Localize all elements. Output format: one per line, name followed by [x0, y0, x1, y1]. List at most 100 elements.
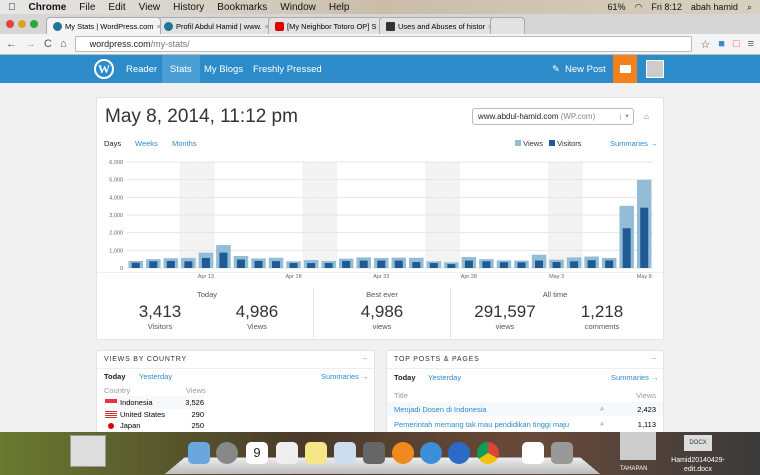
country-row[interactable]: United States 290 [104, 408, 204, 421]
country-row[interactable]: Indonesia 3,526 [104, 396, 204, 409]
finder-icon[interactable] [188, 442, 210, 464]
user-name[interactable]: abah hamid [690, 1, 738, 12]
country-summaries-link[interactable]: Summaries → [321, 372, 369, 381]
posts-tab-today[interactable]: Today [394, 373, 416, 382]
tab-profil[interactable]: Profil Abdul Hamid | www. × [157, 17, 272, 34]
collapse-icon[interactable]: – [362, 353, 367, 362]
calendar-icon[interactable]: 9 [246, 442, 268, 464]
safari-icon[interactable] [420, 442, 442, 464]
new-tab-button[interactable] [490, 17, 525, 34]
tab-history[interactable]: Uses and Abuses of histor× [379, 17, 494, 34]
menu-bookmarks[interactable]: Bookmarks [209, 1, 267, 13]
post-row[interactable]: Menjadi Dosen di Indonesia ⌕ 2,423 [387, 402, 663, 416]
home-icon[interactable]: ⌂ [59, 38, 67, 50]
tab-my-stats[interactable]: My Stats | WordPress.com × [46, 17, 161, 34]
chrome-icon[interactable] [477, 442, 499, 464]
menu-app[interactable]: Chrome [21, 1, 67, 13]
extension-icon-2[interactable]: □ [732, 38, 740, 50]
posts-tab-yesterday[interactable]: Yesterday [428, 373, 462, 382]
address-bar[interactable]: wordpress.com/my-stats/ [74, 36, 693, 52]
post-title-link[interactable]: Pemerintah memang tak mau pendidikan tin… [394, 420, 570, 429]
country-row[interactable]: Japan 250 [104, 419, 204, 432]
zoom-window-button[interactable] [30, 20, 38, 28]
desktop-file-thumbnail[interactable] [620, 432, 656, 460]
post-views: 2,423 [637, 405, 656, 414]
posts-summaries-link[interactable]: Summaries → [611, 373, 659, 382]
apple-icon[interactable]:  [8, 2, 16, 13]
desktop-file-label[interactable]: TAHAPAN [620, 466, 648, 472]
new-post-button[interactable]: ✎ New Post [552, 55, 606, 83]
views-chart: 0 1,000 2,000 3,000 4,000 5,000 6,000 Apr 13 Apr… [109, 160, 653, 280]
nav-stats[interactable]: Stats [162, 55, 200, 83]
menu-history[interactable]: History [165, 1, 204, 13]
battery-status[interactable]: 61% [607, 1, 626, 12]
visitors-bar [236, 259, 245, 268]
notes-icon[interactable] [305, 442, 327, 464]
reload-icon[interactable]: C [44, 38, 52, 50]
tab-totoro[interactable]: [My Neighbor Totoro OP] S× [268, 17, 383, 34]
desktop-file-label[interactable]: Hamid20140429-edit.docx [671, 457, 725, 473]
menu-icon[interactable]: ≡ [747, 38, 754, 50]
wordpress-logo-icon[interactable]: W [94, 55, 114, 83]
x-tick-label: Apr 18 [285, 274, 301, 280]
wifi-icon[interactable]: ◠ [634, 1, 643, 12]
summaries-link[interactable]: Summaries → [610, 139, 658, 148]
nav-my-blogs[interactable]: My Blogs [204, 63, 244, 75]
period-months[interactable]: Months [172, 139, 197, 148]
ibooks-icon[interactable] [392, 442, 414, 464]
nav-reader[interactable]: Reader [126, 63, 158, 75]
country-tab-yesterday[interactable]: Yesterday [139, 372, 173, 381]
notifications-button[interactable] [613, 55, 637, 83]
launchpad-icon[interactable] [216, 442, 238, 464]
period-days[interactable]: Days [104, 139, 122, 148]
y-tick-label: 2,000 [109, 231, 123, 237]
preview-icon[interactable] [334, 442, 356, 464]
country-tab-today[interactable]: Today [104, 372, 126, 381]
trash-icon[interactable] [551, 442, 573, 464]
visitors-bar [149, 261, 158, 268]
visitors-bar [131, 262, 140, 268]
avatar[interactable] [646, 55, 664, 83]
itunes-icon[interactable] [448, 442, 470, 464]
menu-edit[interactable]: Edit [100, 1, 125, 13]
post-row[interactable]: Pemerintah memang tak mau pendidikan tin… [387, 417, 663, 431]
spotlight-icon[interactable]: ⌕ [746, 1, 752, 12]
country-name: Japan [120, 421, 141, 430]
desktop-document-thumbnail[interactable] [70, 435, 106, 467]
url-host: wordpress.com [89, 39, 151, 49]
system-preferences-icon[interactable] [363, 442, 385, 464]
magnifier-icon[interactable]: ⌕ [600, 419, 605, 428]
forward-icon[interactable]: → [25, 38, 36, 50]
extension-icon[interactable]: ■ [718, 38, 725, 50]
docx-file-icon[interactable]: DOCX [684, 435, 712, 451]
clock[interactable]: Fri 8:12 [651, 1, 682, 12]
visitors-bar [570, 261, 579, 268]
menu-window[interactable]: Window [272, 1, 316, 13]
menu-view[interactable]: View [131, 1, 161, 13]
close-tab-icon[interactable]: × [156, 21, 161, 31]
tab-title: My Stats | WordPress.com [65, 21, 154, 31]
x-tick-label: May 8 [637, 274, 652, 280]
home-icon[interactable]: ⌂ [644, 112, 649, 121]
close-tab-icon[interactable]: × [264, 21, 270, 31]
post-title-link[interactable]: Menjadi Dosen di Indonesia [394, 405, 487, 414]
menu-help[interactable]: Help [321, 1, 350, 13]
visitors-bar [622, 228, 631, 268]
period-weeks[interactable]: Weeks [135, 139, 158, 148]
visitors-bar [289, 263, 298, 268]
acrobat-icon[interactable] [522, 442, 544, 464]
magnifier-icon[interactable]: ⌕ [600, 404, 605, 413]
nav-freshly-pressed[interactable]: Freshly Pressed [253, 63, 322, 75]
tab-strip: My Stats | WordPress.com × Profil Abdul H… [0, 14, 760, 34]
close-window-button[interactable] [6, 20, 14, 28]
today-views-label: Views [247, 322, 267, 331]
menu-file[interactable]: File [71, 1, 95, 13]
back-icon[interactable]: ← [6, 38, 17, 50]
reminders-icon[interactable] [276, 442, 298, 464]
minimize-window-button[interactable] [18, 20, 26, 28]
visitors-bar [535, 260, 544, 268]
collapse-icon[interactable]: – [651, 353, 656, 362]
pencil-icon: ✎ [552, 63, 560, 75]
bookmark-star-icon[interactable]: ☆ [700, 38, 711, 51]
site-select[interactable]: www.abdul-hamid.com (WP.com) ▼ [472, 108, 634, 125]
